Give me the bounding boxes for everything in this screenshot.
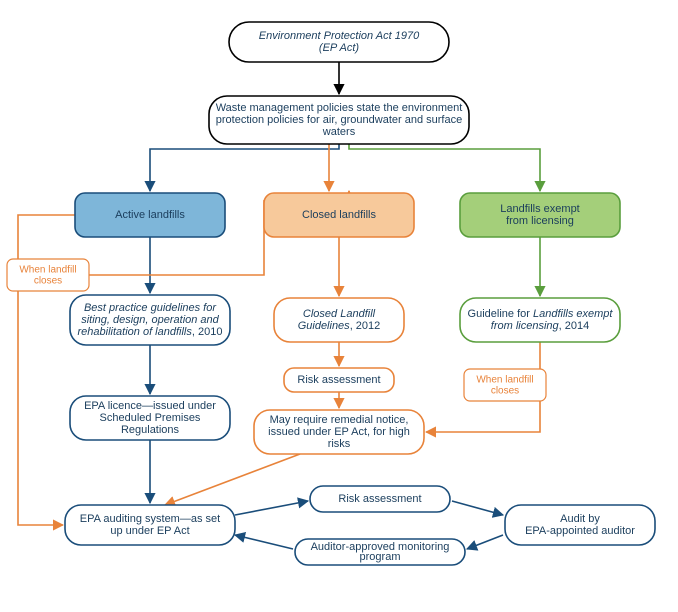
edge	[235, 501, 308, 515]
remedial-text-0: May require remedial notice,	[270, 414, 409, 426]
when-closes-right-label: When landfillcloses	[464, 369, 546, 401]
auditing-text-0: EPA auditing system—as set	[80, 513, 220, 525]
auditing-node: EPA auditing system—as setup under EP Ac…	[65, 505, 235, 545]
best_practice-text-0: Best practice guidelines for	[84, 302, 217, 314]
best_practice-text-2: rehabilitation of landfills, 2010	[78, 326, 223, 338]
ep_act-node: Environment Protection Act 1970(EP Act)	[229, 22, 449, 62]
edge	[349, 144, 540, 191]
edge	[235, 535, 293, 549]
active-node: Active landfills	[75, 193, 225, 237]
when-closes-left-label-line-1: closes	[34, 276, 62, 287]
audit-node: Audit byEPA-appointed auditor	[505, 505, 655, 545]
licence-text-1: Scheduled Premises	[100, 412, 201, 424]
edge	[165, 454, 300, 505]
licence-text-0: EPA licence—issued under	[84, 400, 216, 412]
risk1-text-0: Risk assessment	[297, 374, 380, 386]
licence-node: EPA licence—issued underScheduled Premis…	[70, 396, 230, 440]
monitoring-node: Auditor-approved monitoringprogram	[295, 539, 465, 565]
remedial-text-1: issued under EP Act, for high	[268, 426, 410, 438]
closed-text-0: Closed landfills	[302, 209, 376, 221]
edge	[467, 535, 503, 549]
policies-text-2: waters	[322, 126, 356, 138]
edge	[452, 501, 503, 515]
exempt-node: Landfills exemptfrom licensing	[460, 193, 620, 237]
licence-text-2: Regulations	[121, 424, 180, 436]
closed_guidelines-text-1: Guidelines, 2012	[298, 320, 381, 332]
edge	[426, 401, 540, 432]
best_practice-node: Best practice guidelines forsiting, desi…	[70, 295, 230, 345]
exempt_guidelines-text-0: Guideline for Landfills exempt	[468, 308, 614, 320]
when-closes-left-label-line-0: When landfill	[19, 265, 76, 276]
flowchart: When landfillclosesWhen landfillclosesEn…	[0, 0, 678, 612]
risk2-text-0: Risk assessment	[338, 493, 421, 505]
risk2-node: Risk assessment	[310, 486, 450, 512]
exempt-text-0: Landfills exempt	[500, 203, 580, 215]
closed-node: Closed landfills	[264, 193, 414, 237]
policies-text-1: protection policies for air, groundwater…	[216, 114, 462, 126]
ep_act-text-0: Environment Protection Act 1970	[259, 30, 420, 42]
when-closes-right-label-line-1: closes	[491, 386, 519, 397]
monitoring-text-1: program	[360, 551, 401, 563]
best_practice-text-1: siting, design, operation and	[81, 314, 219, 326]
ep_act-text-1: (EP Act)	[319, 42, 359, 54]
remedial-text-2: risks	[328, 438, 351, 450]
exempt-text-1: from licensing	[506, 215, 574, 227]
policies-text-0: Waste management policies state the envi…	[216, 102, 463, 114]
audit-text-1: EPA-appointed auditor	[525, 525, 635, 537]
closed_guidelines-text-0: Closed Landfill	[303, 308, 376, 320]
exempt_guidelines-node: Guideline for Landfills exemptfrom licen…	[460, 298, 620, 342]
active-text-0: Active landfills	[115, 209, 185, 221]
when-closes-right-label-line-0: When landfill	[476, 375, 533, 386]
policies-node: Waste management policies state the envi…	[209, 96, 469, 144]
closed_guidelines-node: Closed LandfillGuidelines, 2012	[274, 298, 404, 342]
when-closes-left-label: When landfillcloses	[7, 259, 89, 291]
remedial-node: May require remedial notice,issued under…	[254, 410, 424, 454]
edge	[18, 291, 63, 525]
edge	[150, 144, 339, 191]
audit-text-0: Audit by	[560, 513, 600, 525]
auditing-text-1: up under EP Act	[110, 525, 189, 537]
exempt_guidelines-text-1: from licensing, 2014	[491, 320, 589, 332]
risk1-node: Risk assessment	[284, 368, 394, 392]
